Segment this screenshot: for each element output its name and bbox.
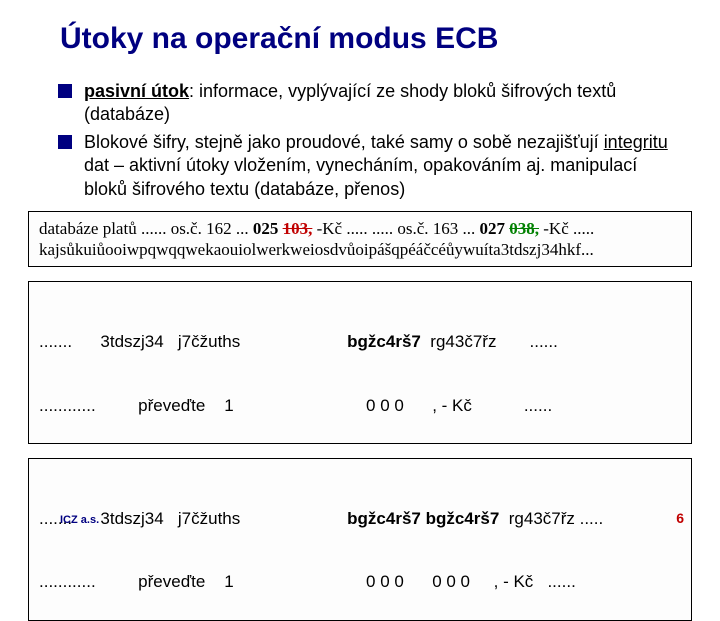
box2-row1: ....... 3tdszj34 j7čžuths bgžc4rš7 rg43č… <box>39 331 681 352</box>
bullet-text: pasivní útok: informace, vyplývající ze … <box>84 80 680 127</box>
box1-line1: databáze platů ...... os.č. 162 ... 025 … <box>39 218 681 239</box>
bullet-marker <box>58 84 72 98</box>
bullet-text: Blokové šifry, stejně jako proudové, tak… <box>84 131 680 201</box>
box2-row1-right: bgžc4rš7 rg43č7řz ...... <box>347 331 681 352</box>
box2-row2-left: ............ převeďte 1 <box>39 395 347 416</box>
box1-line2: kajsůkuiůooiwpqwqqwekaouiolwerkweiosdvůo… <box>39 239 681 260</box>
box3-row2-right: 0 0 0 0 0 0 , - Kč ...... <box>347 571 681 592</box>
page-number: 6 <box>676 510 684 526</box>
box3-row1-right: bgžc4rš7 bgžc4rš7 rg43č7řz ..... <box>347 508 681 529</box>
box3-row2-left: ............ převeďte 1 <box>39 571 347 592</box>
box3-row2: ............ převeďte 1 0 0 0 0 0 0 , - … <box>39 571 681 592</box>
box2-row2: ............ převeďte 1 0 0 0 , - Kč ...… <box>39 395 681 416</box>
bullet-item: Blokové šifry, stejně jako proudové, tak… <box>58 131 680 201</box>
slide-title: Útoky na operační modus ECB <box>0 0 720 56</box>
example-box-1: databáze platů ...... os.č. 162 ... 025 … <box>28 211 692 268</box>
bullet-list: pasivní útok: informace, vyplývající ze … <box>0 56 720 201</box>
box2-row2-right: 0 0 0 , - Kč ...... <box>347 395 681 416</box>
footer-company: ICZ a.s. <box>60 514 99 526</box>
bullet-marker <box>58 135 72 149</box>
bullet-item: pasivní útok: informace, vyplývající ze … <box>58 80 680 127</box>
example-box-2: ....... 3tdszj34 j7čžuths bgžc4rš7 rg43č… <box>28 281 692 444</box>
box2-row1-left: ....... 3tdszj34 j7čžuths <box>39 331 347 352</box>
box3-row1: ....... 3tdszj34 j7čžuths bgžc4rš7 bgžc4… <box>39 508 681 529</box>
